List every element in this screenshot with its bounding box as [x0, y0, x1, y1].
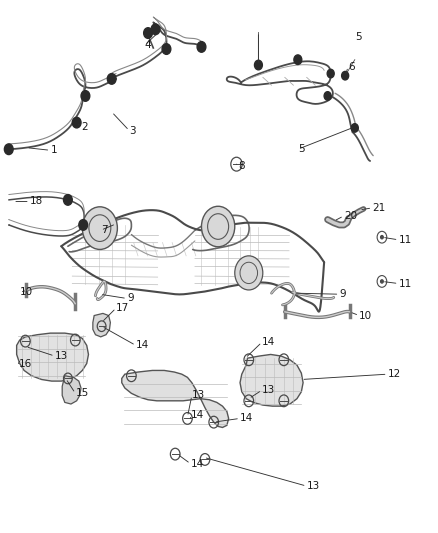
Circle shape: [342, 71, 349, 80]
Text: 6: 6: [348, 62, 355, 71]
Circle shape: [82, 207, 117, 249]
Text: 18: 18: [30, 197, 43, 206]
Circle shape: [294, 55, 302, 64]
Text: 16: 16: [18, 359, 32, 368]
Text: 21: 21: [372, 203, 385, 213]
Text: 11: 11: [399, 279, 412, 288]
Text: 13: 13: [192, 391, 205, 400]
Text: 14: 14: [191, 410, 204, 419]
Circle shape: [4, 144, 13, 155]
Polygon shape: [240, 354, 303, 406]
Text: 7: 7: [101, 225, 107, 235]
Text: 14: 14: [262, 337, 275, 347]
Polygon shape: [62, 376, 81, 404]
Text: 2: 2: [81, 122, 88, 132]
Text: 14: 14: [240, 414, 253, 423]
Text: 13: 13: [262, 385, 275, 395]
Circle shape: [381, 236, 383, 239]
Text: 14: 14: [191, 459, 204, 469]
Circle shape: [201, 206, 235, 247]
Text: 11: 11: [399, 235, 412, 245]
Text: 20: 20: [344, 211, 357, 221]
Text: 9: 9: [339, 289, 346, 299]
Circle shape: [235, 256, 263, 290]
Polygon shape: [17, 333, 88, 381]
Circle shape: [64, 195, 72, 205]
Text: 13: 13: [55, 351, 68, 361]
Circle shape: [144, 28, 152, 38]
Circle shape: [381, 280, 383, 283]
Text: 5: 5: [355, 33, 361, 42]
Circle shape: [327, 69, 334, 78]
Circle shape: [162, 44, 171, 54]
Text: 9: 9: [127, 294, 134, 303]
Polygon shape: [93, 313, 110, 337]
Text: 4: 4: [145, 41, 151, 50]
Circle shape: [151, 24, 160, 35]
Circle shape: [254, 60, 262, 70]
Circle shape: [351, 124, 358, 132]
Circle shape: [324, 92, 331, 100]
Text: 8: 8: [239, 161, 245, 171]
Circle shape: [107, 74, 116, 84]
Polygon shape: [122, 370, 229, 427]
Text: 1: 1: [50, 146, 57, 155]
Text: 5: 5: [298, 144, 304, 154]
Text: 12: 12: [388, 369, 401, 379]
Circle shape: [72, 117, 81, 128]
Text: 10: 10: [359, 311, 372, 320]
Circle shape: [79, 220, 88, 230]
Text: 13: 13: [307, 481, 320, 491]
Text: 3: 3: [129, 126, 136, 135]
Circle shape: [197, 42, 206, 52]
Text: 14: 14: [136, 341, 149, 350]
Text: 15: 15: [75, 389, 88, 398]
Circle shape: [81, 91, 90, 101]
Text: 17: 17: [116, 303, 129, 313]
Text: 10: 10: [20, 287, 33, 297]
